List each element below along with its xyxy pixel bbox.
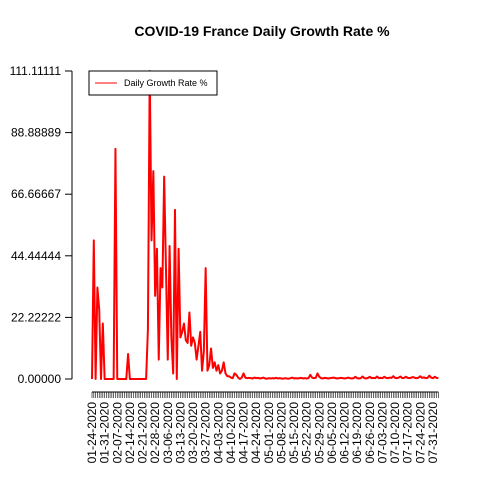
x-tick-label: 03-20-2020 — [186, 402, 200, 464]
x-tick-label: 03-06-2020 — [161, 402, 175, 464]
x-tick-label: 02-21-2020 — [136, 402, 150, 464]
y-tick-label: 111.11111 — [10, 64, 62, 78]
x-tick-label: 02-14-2020 — [123, 402, 137, 464]
x-tick-label: 05-15-2020 — [287, 402, 301, 464]
x-tick-label: 06-26-2020 — [363, 402, 377, 464]
x-tick-label: 02-28-2020 — [148, 402, 162, 464]
chart-title: COVID-19 France Daily Growth Rate % — [134, 23, 390, 39]
y-tick-label: 66.66667 — [11, 187, 61, 201]
y-tick-label: 44.44444 — [11, 249, 61, 263]
x-tick-label: 06-19-2020 — [350, 402, 364, 464]
x-tick-label: 04-03-2020 — [211, 402, 225, 464]
x-tick-label: 07-24-2020 — [413, 402, 427, 464]
x-tick-label: 06-12-2020 — [338, 402, 352, 464]
legend-label: Daily Growth Rate % — [124, 78, 208, 88]
x-tick-label: 05-22-2020 — [300, 402, 314, 464]
y-tick-label: 0.00000 — [18, 372, 62, 386]
y-tick-label: 22.22222 — [11, 310, 61, 324]
x-tick-label: 07-31-2020 — [426, 402, 440, 464]
x-tick-label: 01-24-2020 — [85, 402, 99, 464]
x-tick-label: 06-05-2020 — [325, 402, 339, 464]
x-tick-label: 07-03-2020 — [375, 402, 389, 464]
y-tick-label: 88.88889 — [11, 126, 61, 140]
data-line — [91, 70, 439, 380]
x-tick-label: 04-17-2020 — [237, 402, 251, 464]
x-tick-label: 03-13-2020 — [173, 402, 187, 464]
x-tick-label: 03-27-2020 — [199, 402, 213, 464]
x-tick-label: 07-10-2020 — [388, 402, 402, 464]
x-tick-label: 02-07-2020 — [110, 402, 124, 464]
x-tick-label: 05-01-2020 — [262, 402, 276, 464]
x-tick-label: 01-31-2020 — [98, 402, 112, 464]
x-tick-label: 04-10-2020 — [224, 402, 238, 464]
x-tick-label: 05-08-2020 — [274, 402, 288, 464]
x-tick-label: 07-17-2020 — [401, 402, 415, 464]
x-tick-label: 05-29-2020 — [312, 402, 326, 464]
x-tick-label: 04-24-2020 — [249, 402, 263, 464]
